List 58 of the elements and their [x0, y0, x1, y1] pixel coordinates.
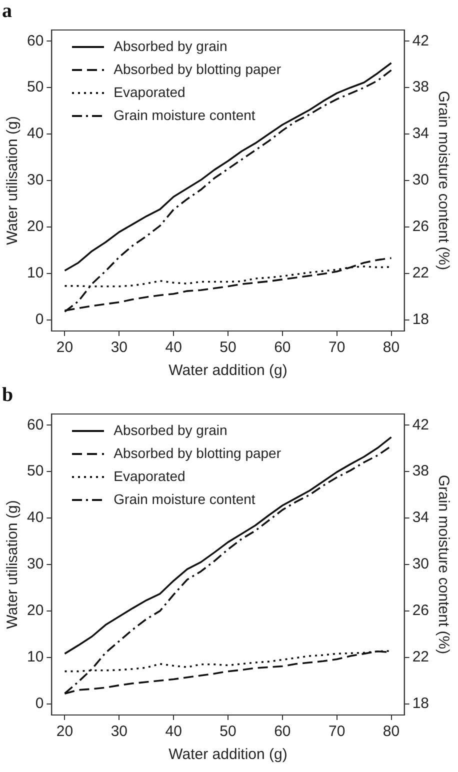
x-axis-title: Water addition (g) [168, 362, 288, 380]
x-tick-label: 20 [56, 723, 74, 740]
y2-tick-label: 38 [412, 78, 430, 96]
y-tick-label: 0 [35, 310, 44, 328]
legend-label: Absorbed by grain [114, 38, 228, 55]
legend-label: Absorbed by blotting paper [114, 61, 282, 78]
x-tick-label: 20 [56, 339, 74, 356]
x-axis-title: Water addition (g) [168, 746, 288, 764]
y2-tick-label: 22 [412, 264, 430, 282]
x-tick-label: 30 [110, 339, 128, 356]
x-tick-label: 50 [220, 723, 236, 740]
x-tick-label: 50 [220, 339, 236, 356]
y-axis-title: Water utilisation (g) [4, 500, 22, 629]
chart-title: b [2, 384, 14, 406]
y2-tick-label: 42 [412, 32, 430, 50]
legend-label: Absorbed by blotting paper [114, 445, 282, 462]
y2-axis-title: Grain moisture content (%) [434, 474, 452, 654]
y-tick-label: 50 [26, 78, 44, 96]
y-tick-label: 60 [26, 416, 44, 434]
y2-tick-label: 18 [412, 694, 430, 712]
legend-label: Evaporated [114, 84, 186, 101]
x-tick-label: 70 [328, 339, 346, 356]
y-tick-label: 10 [26, 648, 44, 666]
y2-tick-label: 22 [412, 648, 430, 666]
y-tick-label: 30 [26, 172, 44, 189]
y-tick-label: 40 [26, 509, 44, 526]
x-tick-label: 40 [165, 339, 182, 356]
y2-tick-label: 38 [412, 462, 430, 480]
x-tick-label: 80 [382, 723, 400, 740]
y2-tick-label: 26 [412, 602, 430, 620]
y2-tick-label: 30 [412, 556, 430, 573]
y-axis-title: Water utilisation (g) [4, 116, 22, 245]
y-tick-label: 20 [26, 602, 44, 620]
legend-label: Grain moisture content [114, 107, 256, 124]
chart-title: a [2, 0, 12, 22]
x-tick-label: 60 [274, 723, 291, 740]
x-tick-label: 40 [165, 723, 182, 740]
y2-tick-label: 42 [412, 416, 430, 434]
x-tick-label: 30 [110, 723, 128, 740]
y-tick-label: 40 [26, 125, 44, 142]
y-tick-label: 0 [35, 694, 44, 712]
y-tick-label: 30 [26, 556, 44, 573]
legend-label: Absorbed by grain [114, 422, 228, 439]
x-tick-label: 70 [328, 723, 346, 740]
legend-label: Evaporated [114, 468, 186, 485]
y-tick-label: 50 [26, 462, 44, 480]
y2-tick-label: 34 [412, 125, 430, 142]
legend-label: Grain moisture content [114, 491, 256, 508]
y2-tick-label: 26 [412, 218, 430, 236]
y2-axis-title: Grain moisture content (%) [434, 90, 452, 270]
y-tick-label: 20 [26, 218, 44, 236]
y2-tick-label: 18 [412, 310, 430, 328]
x-tick-label: 60 [274, 339, 291, 356]
y2-tick-label: 30 [412, 172, 430, 189]
y-tick-label: 60 [26, 32, 44, 50]
x-tick-label: 80 [382, 339, 400, 356]
y2-tick-label: 34 [412, 509, 430, 526]
y-tick-label: 10 [26, 264, 44, 282]
